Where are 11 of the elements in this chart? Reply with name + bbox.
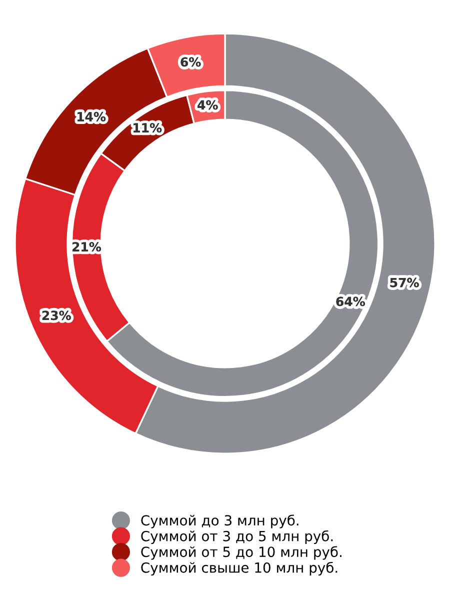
legend-label: Суммой от 5 до 10 млн руб. bbox=[141, 546, 342, 560]
legend-label: Суммой от 3 до 5 млн руб. bbox=[141, 530, 333, 544]
data-label: 57% bbox=[390, 278, 419, 288]
data-label: 64% bbox=[336, 296, 365, 306]
data-label: 4% bbox=[198, 100, 218, 110]
legend-label: Суммой свыше 10 млн руб. bbox=[141, 562, 338, 576]
data-label: 14% bbox=[78, 112, 106, 122]
data-label: 23% bbox=[42, 310, 71, 320]
legend-label: Суммой до 3 млн руб. bbox=[141, 514, 298, 528]
data-label: 11% bbox=[134, 123, 162, 133]
data-label: 6% bbox=[180, 57, 201, 67]
